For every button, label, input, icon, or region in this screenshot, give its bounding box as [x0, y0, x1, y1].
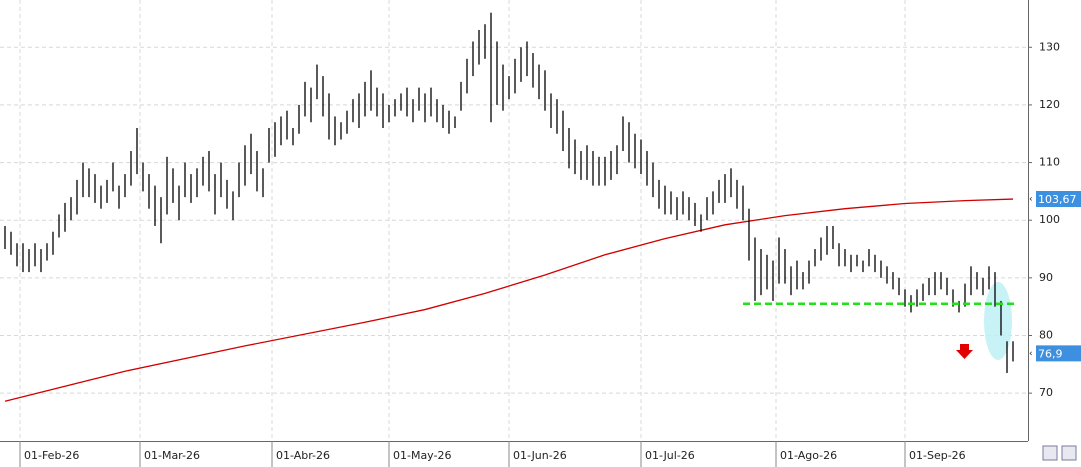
x-tick-label: 01-Sep-26 [909, 449, 966, 462]
y-tick-label: 90 [1039, 271, 1053, 284]
x-tick-label: 01-Jul-26 [645, 449, 695, 462]
x-tick-label: 01-Ago-26 [780, 449, 837, 462]
x-tick-label: 01-Abr-26 [276, 449, 330, 462]
price-tag-box [1036, 345, 1081, 362]
price-tag-pointer: ‹ [1029, 349, 1033, 359]
save-button[interactable] [1061, 445, 1077, 461]
down-arrow [956, 344, 973, 359]
y-tick-label: 70 [1039, 386, 1053, 399]
x-tick-label: 01-Feb-26 [24, 449, 79, 462]
moving-average [4, 198, 1014, 402]
y-tick-label: 100 [1039, 213, 1060, 226]
y-tick-label: 110 [1039, 156, 1060, 169]
price-tag-box [1036, 191, 1081, 208]
price-tag-label: 103,67 [1038, 193, 1077, 206]
x-tick-label: 01-Mar-26 [144, 449, 200, 462]
zoom-button[interactable] [1042, 445, 1058, 461]
y-tick-label: 120 [1039, 98, 1060, 111]
x-tick-label: 01-May-26 [393, 449, 451, 462]
x-tick-label: 01-Jun-26 [513, 449, 567, 462]
y-tick-label: 80 [1039, 329, 1053, 342]
price-tag-pointer: ‹ [1029, 195, 1033, 205]
highlight-ellipse [984, 282, 1012, 360]
price-tag-label: 76,9 [1038, 347, 1063, 360]
y-tick-label: 130 [1039, 40, 1060, 53]
